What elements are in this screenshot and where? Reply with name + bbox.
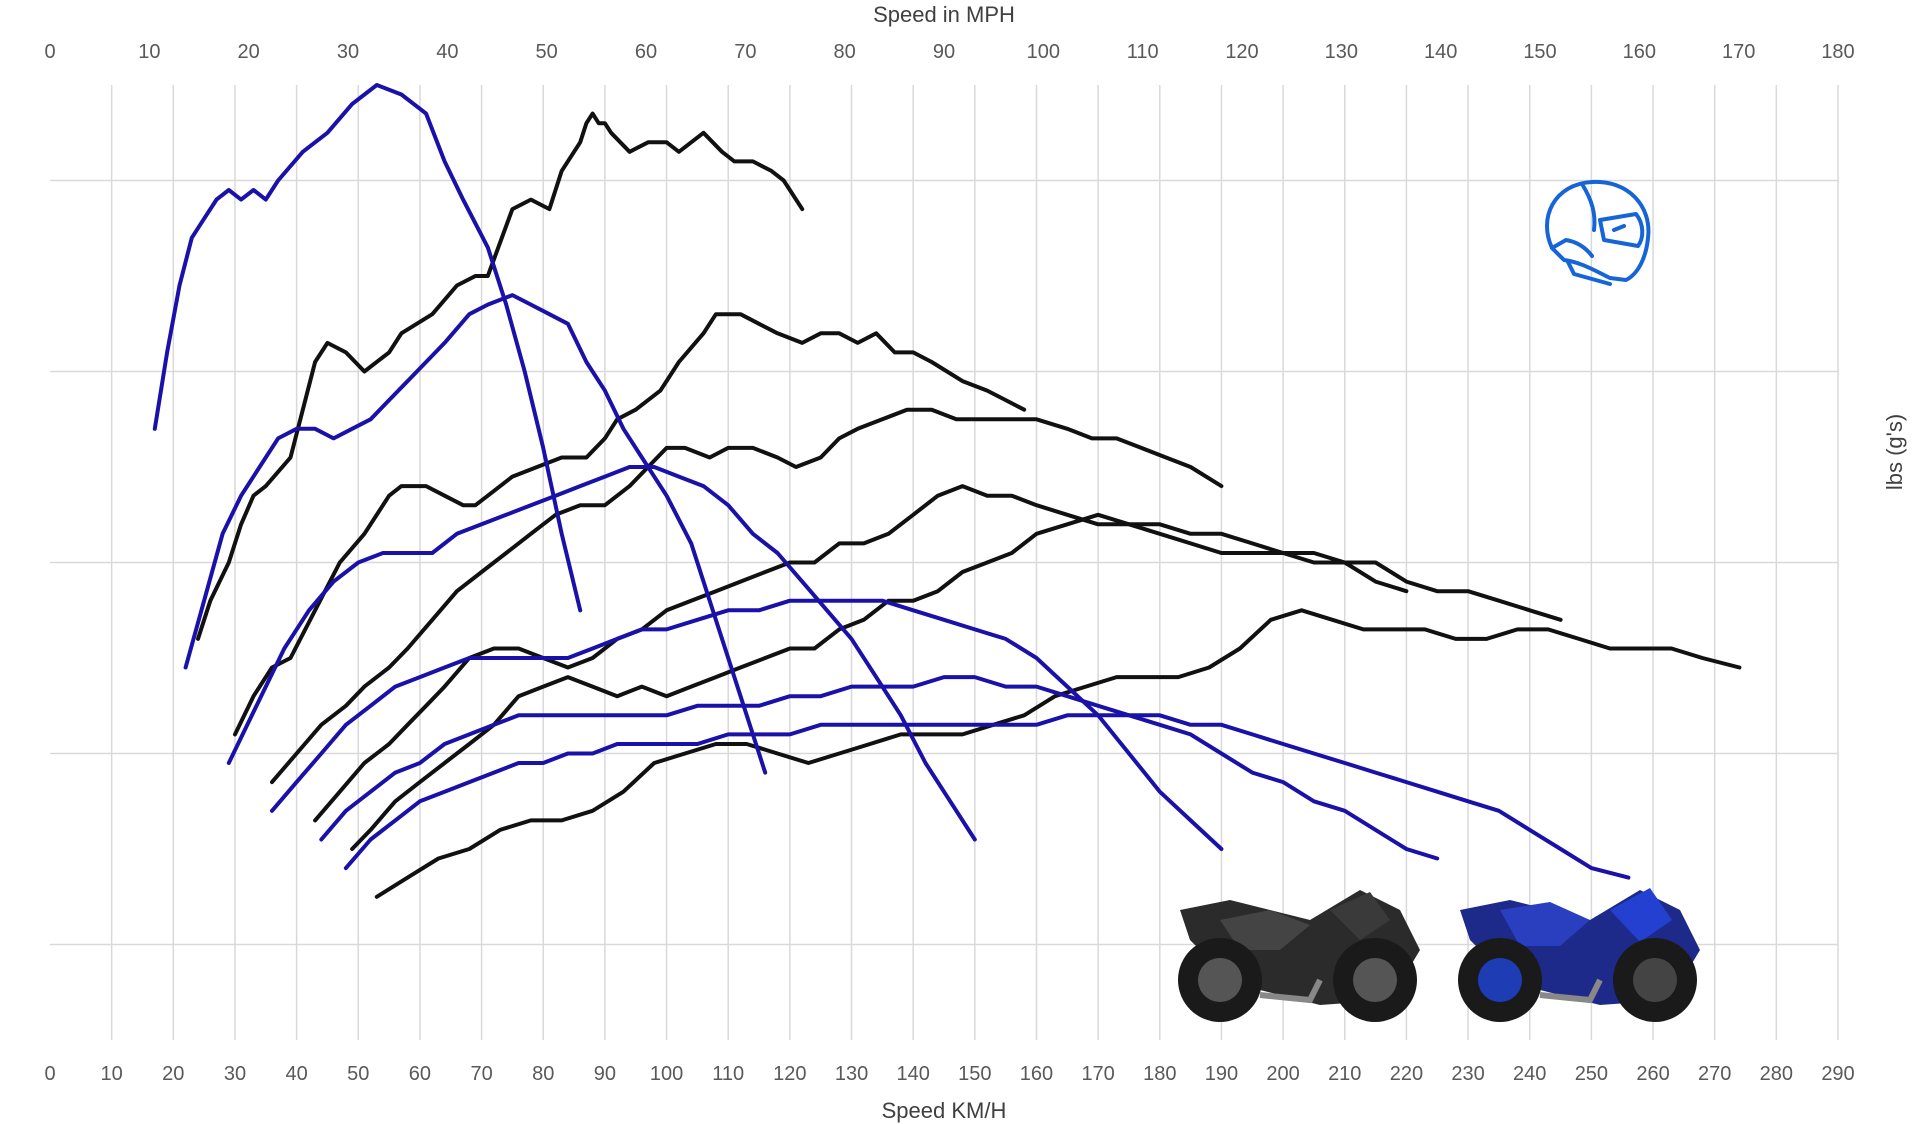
- bottom-tick-label: 200: [1266, 1063, 1299, 1085]
- top-axis-title: Speed in MPH: [873, 2, 1015, 27]
- series-layer: [152, 83, 1742, 899]
- series-line-blue-10: [270, 598, 1224, 851]
- bottom-tick-label: 190: [1205, 1063, 1238, 1085]
- series-line-blue-8: [183, 293, 768, 775]
- series-line-black-6: [374, 608, 1742, 899]
- top-tick-label: 90: [933, 41, 955, 63]
- series-line-blue-9: [226, 465, 977, 842]
- bottom-tick-label: 0: [44, 1063, 55, 1085]
- bottom-tick-label: 110: [712, 1063, 744, 1085]
- bottom-axis-ticks: 0 10 20 30 40 50 60 70 80 90 100 110 120 130 140 150 160…: [44, 1063, 1854, 1085]
- bottom-tick-label: 180: [1143, 1063, 1176, 1085]
- bottom-tick-label: 250: [1575, 1063, 1608, 1085]
- motorcycle-helmet-icon: [1545, 179, 1651, 286]
- bottom-tick-label: 240: [1513, 1063, 1546, 1085]
- top-tick-label: 120: [1225, 41, 1258, 63]
- bottom-tick-label: 20: [162, 1063, 184, 1085]
- top-tick-label: 30: [337, 41, 359, 63]
- top-tick-label: 40: [436, 41, 458, 63]
- series-line-black-3: [270, 407, 1224, 785]
- top-tick-label: 20: [238, 41, 260, 63]
- top-axis-ticks: 0 10 20 30 40 50 60 70 80 90 100 110 120 130 140 150 160…: [44, 41, 1854, 63]
- top-tick-label: 60: [635, 41, 657, 63]
- bottom-tick-label: 280: [1760, 1063, 1793, 1085]
- bottom-tick-label: 210: [1328, 1063, 1361, 1085]
- bottom-tick-label: 290: [1821, 1063, 1854, 1085]
- bottom-tick-label: 100: [650, 1063, 683, 1085]
- bottom-tick-label: 40: [285, 1063, 307, 1085]
- bottom-tick-label: 60: [409, 1063, 431, 1085]
- series-line-blue-12: [343, 713, 1631, 880]
- bottom-tick-label: 120: [773, 1063, 806, 1085]
- bottom-tick-label: 160: [1020, 1063, 1053, 1085]
- top-tick-label: 0: [44, 41, 55, 63]
- black-motorcycle-image: [1178, 890, 1420, 1022]
- bottom-tick-label: 130: [835, 1063, 868, 1085]
- bottom-tick-label: 220: [1390, 1063, 1423, 1085]
- bottom-axis-title: Speed KM/H: [882, 1098, 1007, 1123]
- bottom-tick-label: 80: [532, 1063, 554, 1085]
- top-tick-label: 160: [1623, 41, 1656, 63]
- top-tick-label: 10: [138, 41, 160, 63]
- bottom-tick-label: 150: [958, 1063, 991, 1085]
- bottom-tick-label: 30: [224, 1063, 246, 1085]
- top-tick-label: 140: [1424, 41, 1457, 63]
- blue-motorcycle-image: [1458, 888, 1700, 1022]
- bottom-tick-label: 70: [470, 1063, 492, 1085]
- top-tick-label: 70: [734, 41, 756, 63]
- bottom-tick-label: 50: [347, 1063, 369, 1085]
- top-tick-label: 150: [1523, 41, 1556, 63]
- series-line-black-2: [233, 312, 1027, 737]
- top-tick-label: 170: [1722, 41, 1755, 63]
- bottom-tick-label: 170: [1081, 1063, 1114, 1085]
- bottom-tick-label: 230: [1451, 1063, 1484, 1085]
- bottom-tick-label: 260: [1636, 1063, 1669, 1085]
- top-tick-label: 180: [1821, 41, 1854, 63]
- series-line-blue-7: [152, 83, 583, 613]
- bottom-tick-label: 90: [594, 1063, 616, 1085]
- series-line-black-5: [350, 512, 1563, 851]
- top-tick-label: 80: [834, 41, 856, 63]
- series-line-black-1: [196, 111, 805, 641]
- grid: [50, 85, 1839, 1040]
- series-line-blue-11: [319, 675, 1440, 861]
- bottom-tick-label: 270: [1698, 1063, 1731, 1085]
- y-axis-title: lbs (g's): [1882, 414, 1907, 490]
- bottom-tick-label: 140: [896, 1063, 929, 1085]
- top-tick-label: 110: [1127, 41, 1159, 63]
- top-tick-label: 50: [536, 41, 558, 63]
- top-tick-label: 100: [1027, 41, 1060, 63]
- top-tick-label: 130: [1325, 41, 1358, 63]
- bottom-tick-label: 10: [101, 1063, 123, 1085]
